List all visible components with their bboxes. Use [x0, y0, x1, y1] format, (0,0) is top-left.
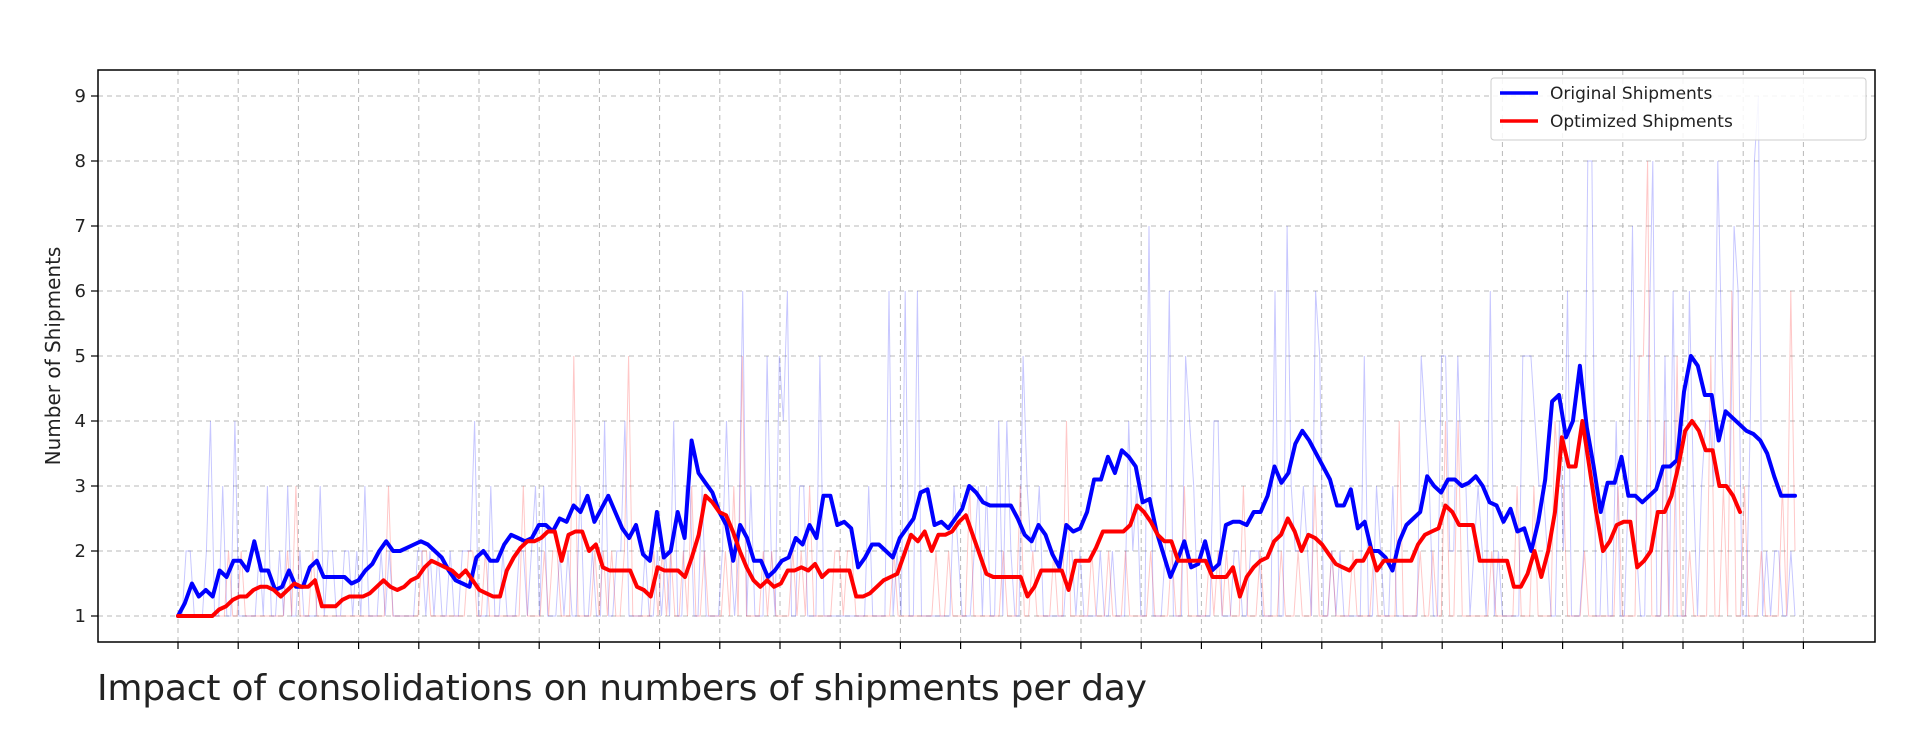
rolling-average-lines	[176, 354, 1797, 618]
series-line-raw-original	[178, 95, 1796, 617]
legend-label-optimized: Optimized Shipments	[1550, 112, 1733, 132]
raw-daily-lines	[178, 95, 1796, 617]
plot-background	[98, 70, 1875, 642]
legend-label-original: Original Shipments	[1550, 84, 1712, 104]
y-tick-label: 8	[75, 151, 86, 172]
series-line-optimized	[176, 419, 1742, 618]
x-axis-ticks	[177, 642, 1805, 649]
y-tick-label: 1	[75, 606, 86, 627]
y-tick-label: 4	[75, 411, 86, 432]
y-tick-label: 5	[75, 346, 86, 367]
series-line-raw-optimized	[178, 160, 1796, 617]
legend-box	[1490, 77, 1867, 141]
y-tick-label: 7	[75, 216, 86, 237]
y-axis-ticks: 1 2 3 4 5 6 7 8 9	[75, 86, 98, 627]
y-tick-label: 3	[75, 476, 86, 497]
y-axis-label: Number of Shipments	[41, 247, 65, 466]
y-tick-label: 2	[75, 541, 86, 562]
legend: Original Shipments Optimized Shipments	[1490, 77, 1867, 141]
y-tick-label: 9	[75, 86, 86, 107]
figure-caption: Impact of consolidations on numbers of s…	[97, 668, 1147, 709]
y-tick-label: 6	[75, 281, 86, 302]
